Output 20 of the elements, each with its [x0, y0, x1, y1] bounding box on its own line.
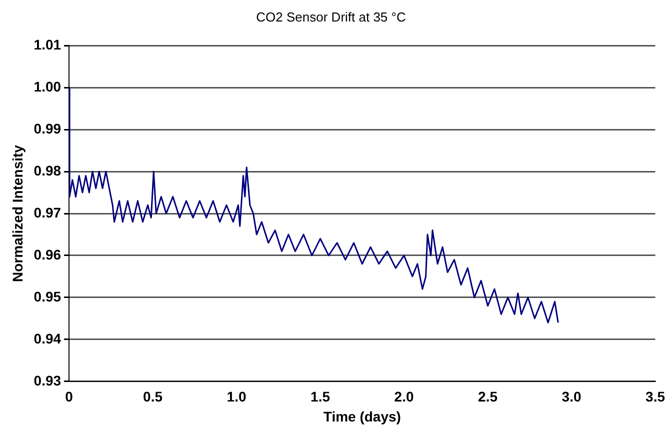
chart-title: CO2 Sensor Drift at 35 °C: [256, 9, 406, 24]
x-tick-label: 3.5: [646, 388, 666, 405]
x-tick-label: 2.0: [394, 388, 414, 405]
y-tick-label: 1.01: [34, 36, 62, 52]
x-tick-label: 0: [65, 388, 74, 405]
y-tick-label: 1.00: [34, 78, 62, 94]
x-tick-label: 3.0: [562, 388, 582, 405]
x-tick-label: 1.0: [226, 388, 246, 405]
y-tick-label: 0.94: [34, 330, 62, 346]
y-tick-label: 0.96: [34, 246, 62, 262]
y-tick-label: 0.95: [34, 288, 62, 304]
y-tick-label: 0.97: [34, 204, 62, 220]
x-axis-title: Time (days): [323, 408, 401, 424]
y-axis-title: Normalized Intensity: [9, 144, 26, 282]
x-tick-label: 0.5: [143, 388, 163, 405]
x-tick-label: 2.5: [478, 388, 498, 405]
y-tick-label: 0.99: [34, 120, 62, 136]
x-tick-label: 1.5: [310, 388, 330, 405]
y-tick-label: 0.98: [34, 162, 62, 178]
y-tick-label: 0.93: [34, 372, 62, 388]
